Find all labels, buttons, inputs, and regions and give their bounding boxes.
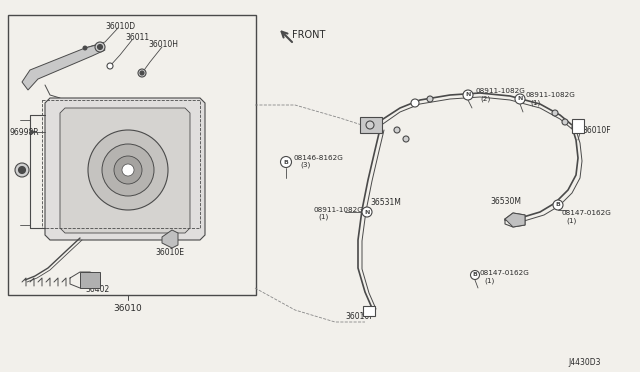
Polygon shape [505,213,525,227]
Circle shape [30,130,34,134]
Circle shape [107,63,113,69]
Circle shape [88,130,168,210]
Text: 36010: 36010 [114,304,142,313]
Bar [42,100,200,228]
Text: N: N [465,93,470,97]
Circle shape [562,119,568,125]
Polygon shape [45,98,205,240]
Bar [363,306,375,316]
Circle shape [362,208,371,217]
Circle shape [362,207,372,217]
Circle shape [114,156,142,184]
Text: (3): (3) [300,162,310,169]
Circle shape [122,164,134,176]
Polygon shape [60,108,190,233]
Text: 36530M: 36530M [490,197,521,206]
Circle shape [411,99,419,107]
Text: 36010H: 36010H [148,40,178,49]
Circle shape [470,270,479,279]
Polygon shape [162,230,178,248]
Circle shape [427,96,433,102]
Circle shape [140,71,144,75]
Text: (1): (1) [566,217,576,224]
Circle shape [97,45,102,49]
Circle shape [15,163,29,177]
Circle shape [102,144,154,196]
Circle shape [463,90,472,99]
Text: 36010F: 36010F [345,312,374,321]
Text: 96998R: 96998R [10,128,40,137]
Circle shape [515,94,525,104]
Text: 36010F: 36010F [582,126,611,135]
Text: 08147-0162G: 08147-0162G [562,210,612,216]
Circle shape [95,42,105,52]
Text: FRONT: FRONT [292,30,325,40]
Bar [572,119,584,133]
Text: (1): (1) [318,214,328,221]
Polygon shape [22,44,105,90]
Text: 36010E: 36010E [155,248,184,257]
Text: 08911-1082G: 08911-1082G [526,92,576,98]
Text: B: B [472,273,477,278]
Text: 08911-1082G: 08911-1082G [313,207,363,213]
Circle shape [403,136,409,142]
Text: 08147-0162G: 08147-0162G [480,270,530,276]
Circle shape [366,121,374,129]
Text: (2): (2) [480,95,490,102]
Circle shape [463,90,473,100]
Text: 08146-8162G: 08146-8162G [294,155,344,161]
Text: (1): (1) [530,99,540,106]
Text: N: N [364,209,370,215]
Text: 36011: 36011 [125,33,149,42]
Bar [360,117,382,133]
Text: 36531M: 36531M [370,198,401,207]
Circle shape [138,69,146,77]
Circle shape [552,110,558,116]
Circle shape [394,127,400,133]
Text: N: N [517,96,523,102]
Text: 36010D: 36010D [105,22,135,31]
Bar [8,15,256,295]
Circle shape [280,157,291,167]
Text: B: B [284,160,289,164]
Circle shape [553,200,563,210]
Text: B: B [556,202,561,208]
Circle shape [19,167,26,173]
Circle shape [515,94,525,103]
Text: (1): (1) [484,277,494,283]
Text: 08911-1082G: 08911-1082G [475,88,525,94]
Circle shape [554,201,563,209]
Text: J4430D3: J4430D3 [568,358,600,367]
Circle shape [472,272,479,279]
Text: 36402: 36402 [85,285,109,294]
Bar [80,272,100,288]
Circle shape [83,45,88,51]
